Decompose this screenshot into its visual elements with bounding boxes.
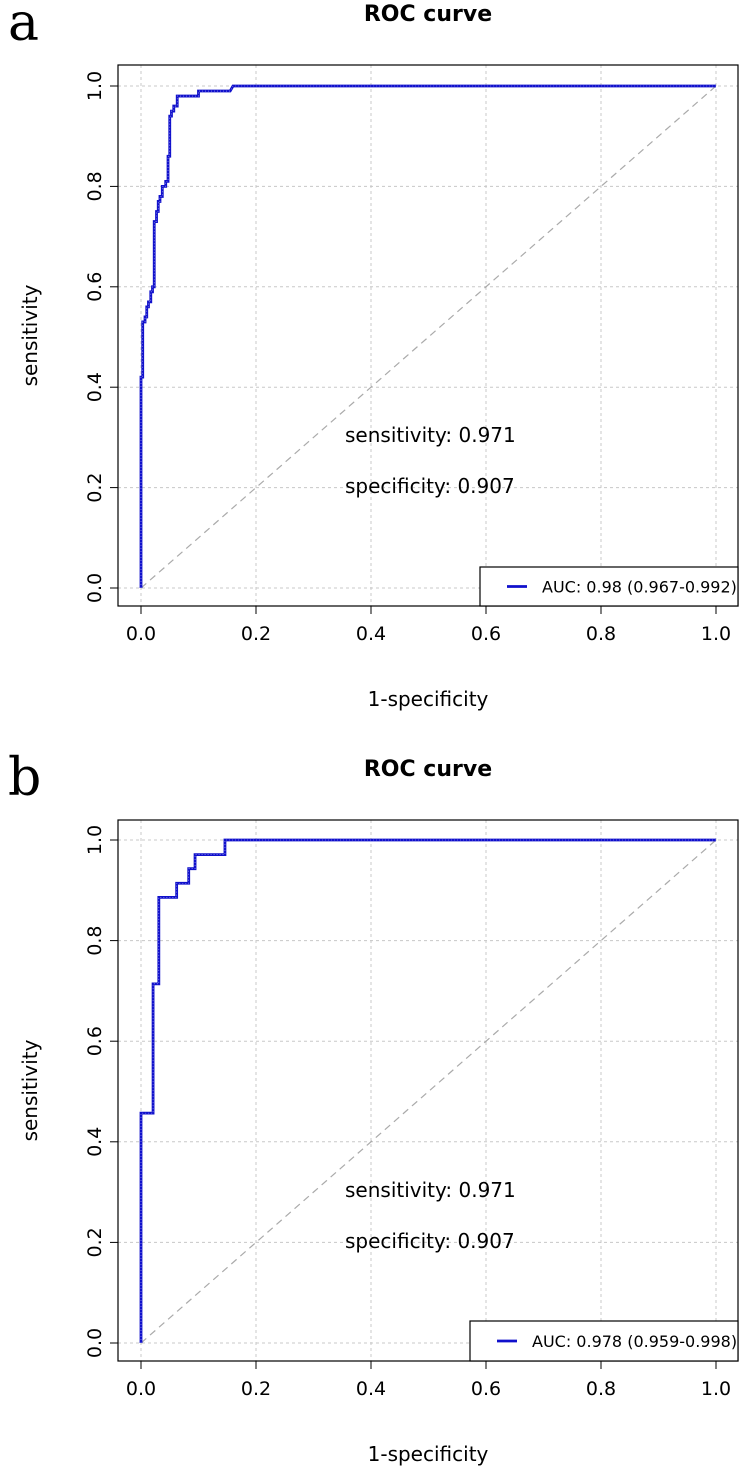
roc-curve-overlay (140, 839, 716, 1343)
y-tick-label-3: 0.6 (84, 1026, 106, 1056)
x-tick-label-2: 0.4 (356, 1378, 386, 1400)
y-tick-label-5: 1.0 (84, 71, 106, 101)
panel-letter: a (8, 0, 39, 53)
y-tick-label-1: 0.2 (84, 1227, 106, 1257)
diagonal-reference-line (140, 85, 717, 589)
x-tick-label-1: 0.2 (241, 623, 271, 645)
y-tick-label-2: 0.4 (84, 372, 106, 402)
annotation-text-0: sensitivity: 0.971 (345, 1178, 516, 1202)
plot-frame (117, 64, 739, 607)
y-tick-label-2: 0.4 (84, 1127, 106, 1157)
y-axis-label: sensitivity (18, 284, 42, 386)
x-axis-label: 1-specificity (368, 687, 489, 711)
annotation-text-1: specificity: 0.907 (345, 474, 515, 498)
x-tick-label-3: 0.6 (471, 623, 501, 645)
y-tick-label-3: 0.6 (84, 272, 106, 302)
y-tick-label-1: 0.2 (84, 472, 106, 502)
legend-label: AUC: 0.98 (0.967-0.992) (542, 578, 737, 597)
roc-panel-b: b ROC curve 0.0 0.2 0.4 0.6 0.8 1.0 0.0 0.2 0.4 0.6… (8, 748, 739, 1466)
x-tick-label-5: 1.0 (701, 623, 731, 645)
plot-frame (117, 819, 739, 1362)
y-tick-label-0: 0.0 (84, 1328, 106, 1358)
x-tick-label-3: 0.6 (471, 1378, 501, 1400)
x-tick-label-0: 0.0 (126, 623, 156, 645)
y-axis-label: sensitivity (18, 1039, 42, 1141)
panel-letter: b (8, 748, 41, 808)
annotation-text-0: sensitivity: 0.971 (345, 423, 516, 447)
diagonal-reference-line (140, 839, 717, 1344)
x-axis-label: 1-specificity (368, 1442, 489, 1466)
y-tick-label-4: 0.8 (84, 171, 106, 201)
y-tick-label-0: 0.0 (84, 573, 106, 603)
x-tick-label-4: 0.8 (586, 1378, 616, 1400)
x-tick-label-5: 1.0 (701, 1378, 731, 1400)
chart-title: ROC curve (364, 2, 492, 27)
roc-curve-line (139, 84, 716, 588)
annotation-text-1: specificity: 0.907 (345, 1229, 515, 1253)
roc-panel-a: a ROC curve 0.0 0.2 0.4 0.6 0.8 1.0 0.0 0.2 0.4 0.6… (8, 0, 739, 711)
chart-title: ROC curve (364, 757, 492, 782)
x-tick-label-1: 0.2 (241, 1378, 271, 1400)
y-tick-label-4: 0.8 (84, 925, 106, 955)
x-tick-label-0: 0.0 (126, 1378, 156, 1400)
x-tick-label-4: 0.8 (586, 623, 616, 645)
x-tick-label-2: 0.4 (356, 623, 386, 645)
y-tick-label-5: 1.0 (84, 825, 106, 855)
legend-label: AUC: 0.978 (0.959-0.998) (532, 1332, 737, 1351)
